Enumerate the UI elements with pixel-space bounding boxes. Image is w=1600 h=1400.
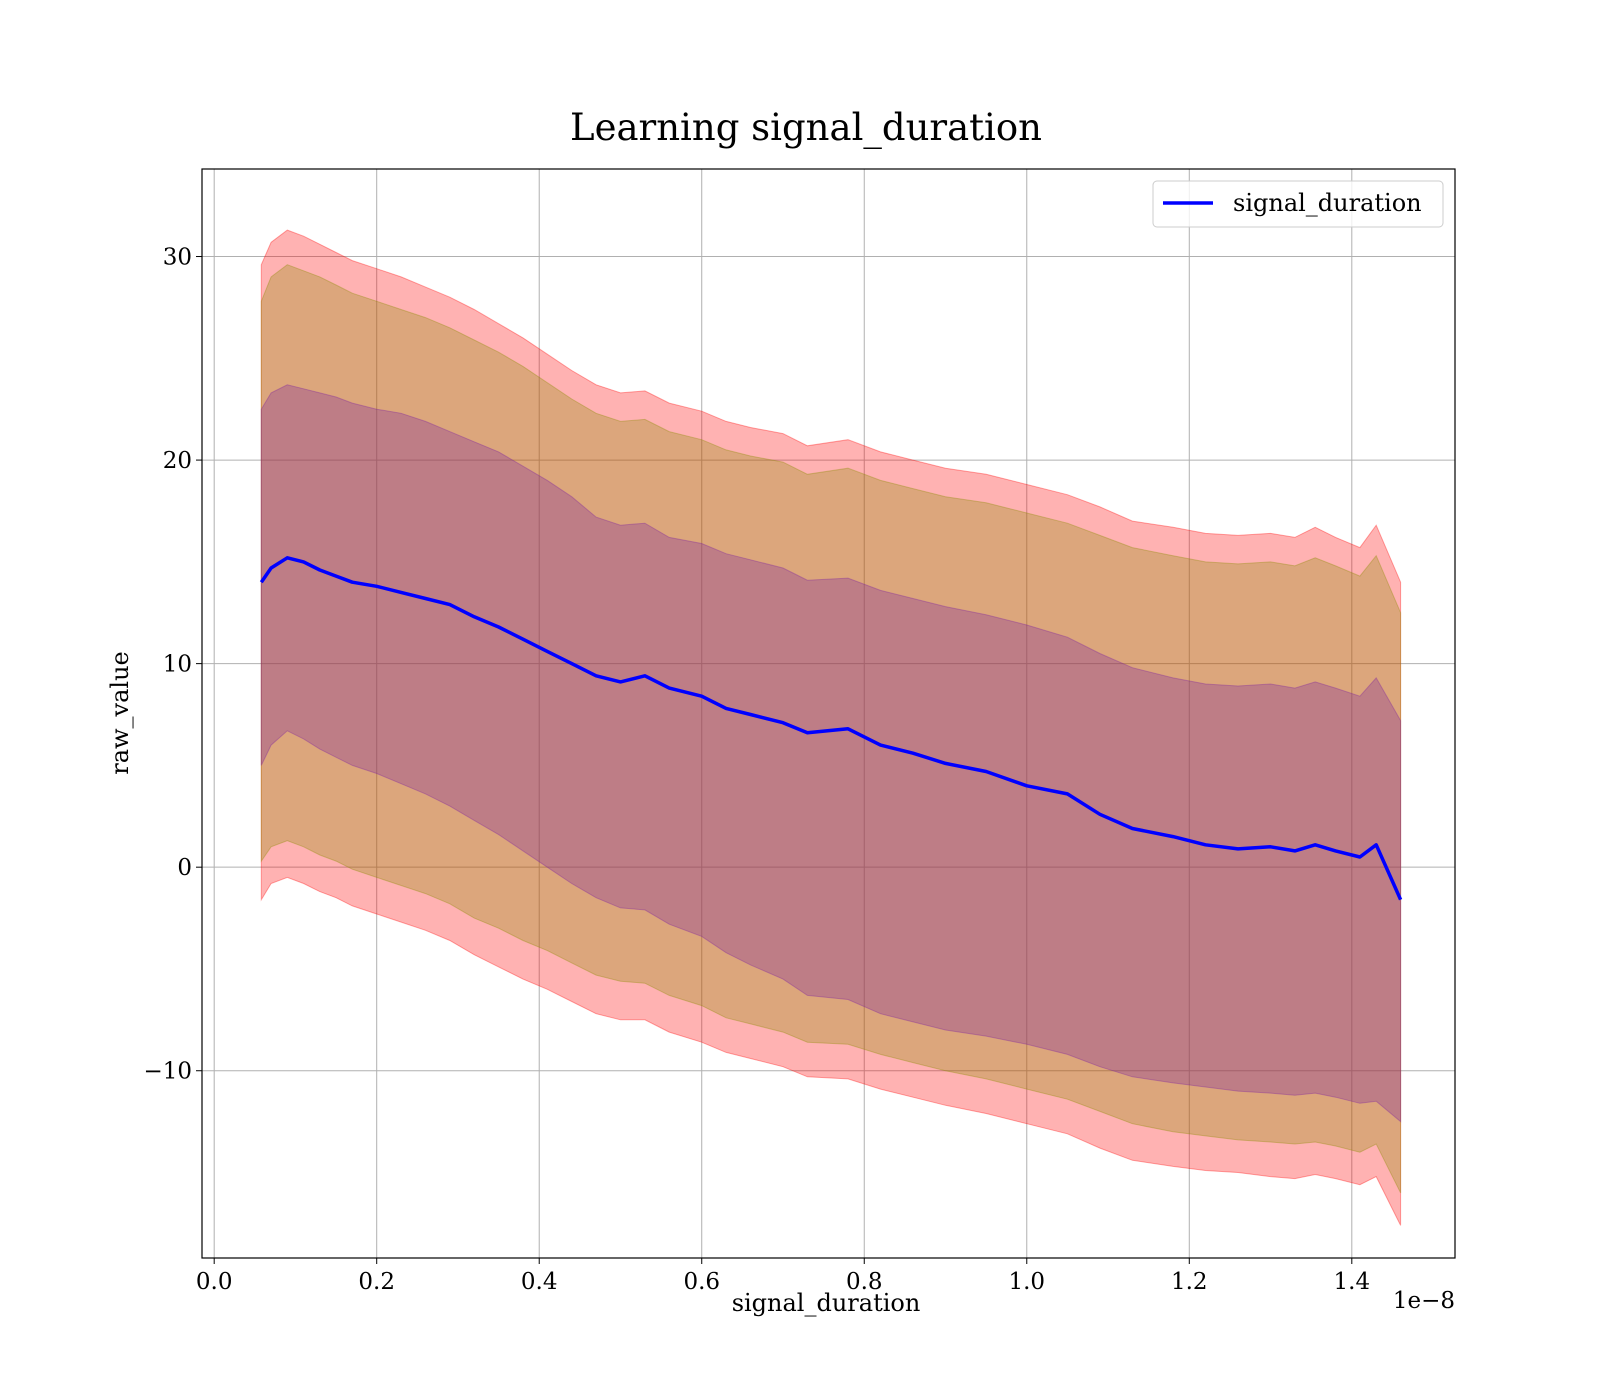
y-tick-label: 10 <box>163 652 192 678</box>
y-axis-ticks: −10 0 10 20 30 <box>143 245 202 1085</box>
chart-title: Learning signal_duration <box>570 106 1042 150</box>
x-tick-label: 0.6 <box>683 1269 720 1295</box>
x-tick-label: 1.2 <box>1171 1269 1208 1295</box>
series-line-signal-duration <box>259 556 1403 901</box>
y-axis-label: raw_value <box>106 651 134 775</box>
inner-band-area <box>260 384 1402 1123</box>
y-tick-label: −10 <box>143 1059 192 1085</box>
x-tick-label: 0.0 <box>196 1269 233 1295</box>
y-tick-label: 0 <box>177 855 192 881</box>
legend-box <box>1152 180 1444 228</box>
x-tick-label: 1.0 <box>1008 1269 1045 1295</box>
x-axis-ticks: 0.0 0.2 0.4 0.6 0.8 1.0 1.2 1.4 <box>196 1258 1370 1295</box>
x-tick-label: 1.4 <box>1334 1269 1371 1295</box>
series-lines <box>259 556 1403 901</box>
outer-band-area <box>260 229 1402 1226</box>
y-tick-label: 20 <box>163 448 192 474</box>
x-tick-label: 0.2 <box>358 1269 395 1295</box>
x-tick-label: 0.8 <box>846 1269 883 1295</box>
legend: signal_duration <box>1152 180 1444 228</box>
legend-label: signal_duration <box>1233 189 1422 217</box>
grid <box>202 169 1455 1258</box>
x-axis-offset-label: 1e−8 <box>1393 1288 1455 1314</box>
plot-frame <box>201 168 1456 1259</box>
x-tick-label: 0.4 <box>521 1269 558 1295</box>
band-areas <box>260 229 1402 1226</box>
y-tick-label: 30 <box>163 245 192 271</box>
x-axis-label: signal_duration <box>732 1289 921 1317</box>
